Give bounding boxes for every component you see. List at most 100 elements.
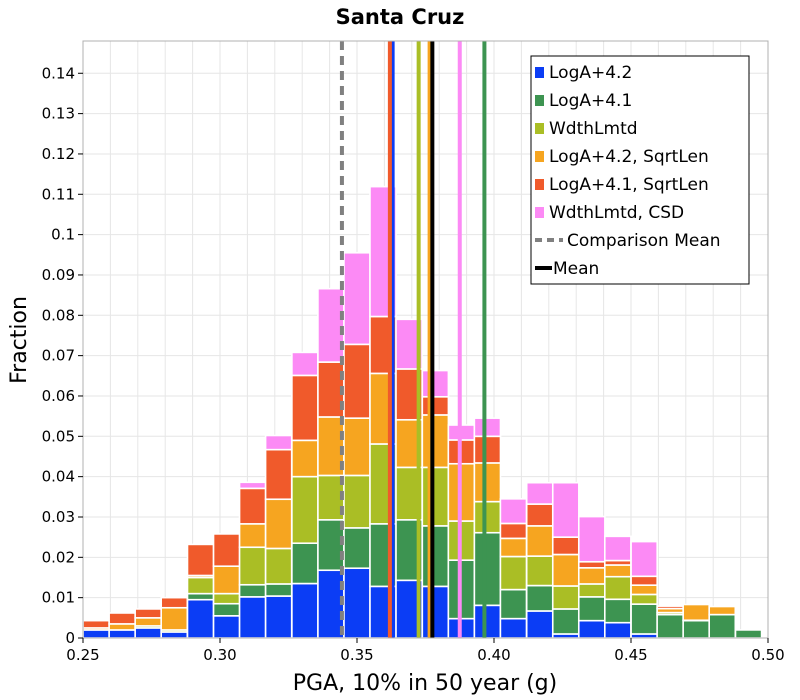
legend-label: LogA+4.2 bbox=[549, 63, 632, 83]
bar-segment bbox=[525, 503, 554, 527]
bar-segment bbox=[499, 537, 528, 558]
legend-label: LogA+4.1, SqrtLen bbox=[549, 175, 709, 195]
bar-segment bbox=[499, 498, 528, 525]
y-tick-label: 0.03 bbox=[42, 508, 75, 526]
bar-segment bbox=[708, 605, 737, 616]
y-tick-label: 0 bbox=[65, 629, 75, 647]
y-tick-label: 0.02 bbox=[42, 548, 75, 566]
bar-segment bbox=[525, 525, 554, 557]
bar-segment bbox=[499, 588, 528, 620]
y-tick-label: 0.14 bbox=[42, 64, 75, 82]
bar-segment bbox=[108, 612, 137, 625]
legend-label: Comparison Mean bbox=[567, 231, 721, 251]
bar-segment bbox=[186, 592, 215, 601]
bar-segment bbox=[577, 596, 606, 622]
bar-segment bbox=[525, 584, 554, 612]
bar-segment bbox=[525, 555, 554, 587]
bar-segment bbox=[212, 592, 241, 605]
bar-segment bbox=[682, 619, 711, 639]
y-tick-label: 0.05 bbox=[42, 427, 75, 445]
bar-segment bbox=[238, 583, 267, 598]
bar-segment bbox=[264, 583, 293, 597]
bar-segment bbox=[473, 435, 502, 464]
bar-segment bbox=[421, 414, 450, 469]
bar-segment bbox=[421, 395, 450, 416]
x-tick-label: 0.35 bbox=[340, 646, 373, 664]
bar-segment bbox=[291, 582, 319, 639]
bar-segment bbox=[134, 617, 163, 627]
bar-segment bbox=[343, 474, 371, 529]
bar-segment bbox=[604, 535, 632, 562]
bar-segment bbox=[264, 595, 293, 639]
bar-segment bbox=[604, 621, 632, 639]
y-tick-label: 0.11 bbox=[42, 185, 75, 203]
bar-segment bbox=[108, 623, 137, 631]
bar-segment bbox=[551, 481, 580, 538]
bar-segment bbox=[317, 287, 345, 363]
legend-swatch bbox=[535, 95, 544, 106]
bar-segment bbox=[604, 598, 632, 624]
bar-segment bbox=[551, 536, 580, 556]
bar-segment bbox=[186, 598, 215, 639]
bar-segment bbox=[551, 553, 580, 587]
y-tick-label: 0.07 bbox=[42, 347, 75, 365]
bar-segment bbox=[577, 515, 606, 563]
bar-segment bbox=[238, 487, 267, 525]
bar-segment bbox=[630, 540, 658, 578]
bar-segment bbox=[473, 417, 502, 438]
x-tick-label: 0.45 bbox=[614, 646, 647, 664]
y-tick-label: 0.09 bbox=[42, 266, 75, 284]
bar-segment bbox=[264, 547, 293, 585]
bar-segment bbox=[421, 525, 450, 588]
bar-segment bbox=[264, 498, 293, 550]
legend-swatch bbox=[535, 67, 544, 78]
bar-segment bbox=[577, 567, 606, 585]
x-axis-ticks: 0.25 0.30 0.35 0.40 0.45 0.50 bbox=[66, 638, 785, 664]
legend-box bbox=[530, 55, 750, 285]
legend-label: LogA+4.1 bbox=[549, 91, 632, 111]
bar-segment bbox=[499, 555, 528, 591]
bar-segment bbox=[577, 619, 606, 639]
bar-segment bbox=[630, 575, 658, 586]
bar-segment bbox=[577, 583, 606, 598]
bar-segment bbox=[108, 629, 137, 639]
y-axis-ticks: 0 0.01 0.02 0.03 0.04 0.05 0.06 0.07 0.08 0.09 0.1… bbox=[42, 64, 83, 647]
bar-segment bbox=[421, 466, 450, 527]
bar-segment bbox=[343, 251, 371, 346]
bar-segment bbox=[630, 603, 658, 635]
bars bbox=[82, 185, 763, 639]
legend-swatch bbox=[535, 123, 544, 134]
bar-segment bbox=[291, 475, 319, 545]
plot-frame bbox=[82, 40, 769, 639]
bar-segment bbox=[291, 374, 319, 442]
bar-segment bbox=[473, 604, 502, 639]
bar-segment bbox=[134, 608, 163, 619]
bar-segment bbox=[291, 542, 319, 585]
y-axis-title: Fraction bbox=[7, 296, 32, 384]
bar-segment bbox=[604, 564, 632, 578]
mean-lines bbox=[339, 41, 487, 638]
bar-segment bbox=[525, 481, 554, 505]
y-tick-label: 0.08 bbox=[42, 306, 75, 324]
y-tick-label: 0.12 bbox=[42, 145, 75, 163]
bar-segment bbox=[291, 439, 319, 478]
bar-segment bbox=[212, 602, 241, 617]
bar-segment bbox=[160, 596, 189, 609]
bar-segment bbox=[473, 500, 502, 534]
legend-label: WdthLmtd bbox=[549, 119, 638, 139]
chart-title: Santa Cruz bbox=[336, 5, 465, 29]
bar-segment bbox=[343, 567, 371, 639]
bar-segment bbox=[473, 531, 502, 607]
bar-segment bbox=[656, 605, 685, 610]
bar-segment bbox=[604, 575, 632, 601]
bar-segment bbox=[656, 613, 685, 639]
y-tick-label: 0.06 bbox=[42, 387, 75, 405]
legend-swatch bbox=[535, 179, 544, 190]
y-tick-label: 0.1 bbox=[51, 226, 75, 244]
bar-segment bbox=[630, 584, 658, 596]
legend: LogA+4.2 LogA+4.1 WdthLmtd LogA+4.2, SqrtLe… bbox=[530, 55, 750, 285]
bar-segment bbox=[317, 569, 345, 639]
bar-segment bbox=[421, 369, 450, 398]
legend-label: Mean bbox=[553, 259, 599, 279]
